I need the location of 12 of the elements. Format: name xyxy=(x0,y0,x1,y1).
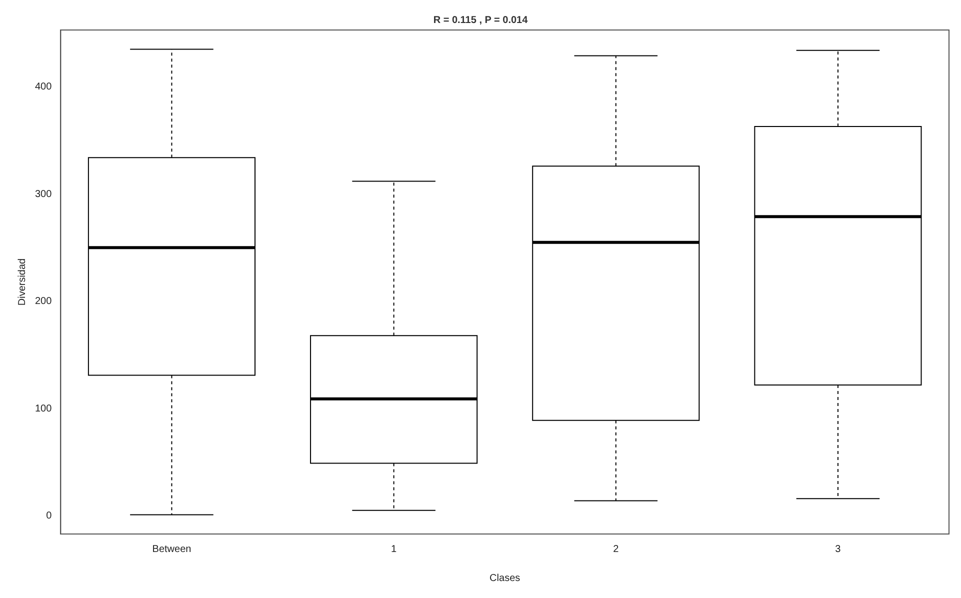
y-axis-title: Diversidad xyxy=(16,258,28,306)
y-tick-label: 300 xyxy=(34,188,52,200)
x-tick-label: Between xyxy=(152,544,192,555)
y-tick-label: 0 xyxy=(46,510,52,522)
x-tick-label: 1 xyxy=(391,544,398,555)
y-tick-label: 200 xyxy=(34,296,52,308)
y-tick-label: 400 xyxy=(34,82,52,93)
x-tick-label: 2 xyxy=(613,544,620,555)
x-tick-label: 3 xyxy=(835,544,842,555)
chart-title: R = 0.115 , P = 0.014 xyxy=(433,14,528,26)
y-tick-label: 100 xyxy=(34,403,52,414)
x-axis-title: Clases xyxy=(490,572,520,584)
